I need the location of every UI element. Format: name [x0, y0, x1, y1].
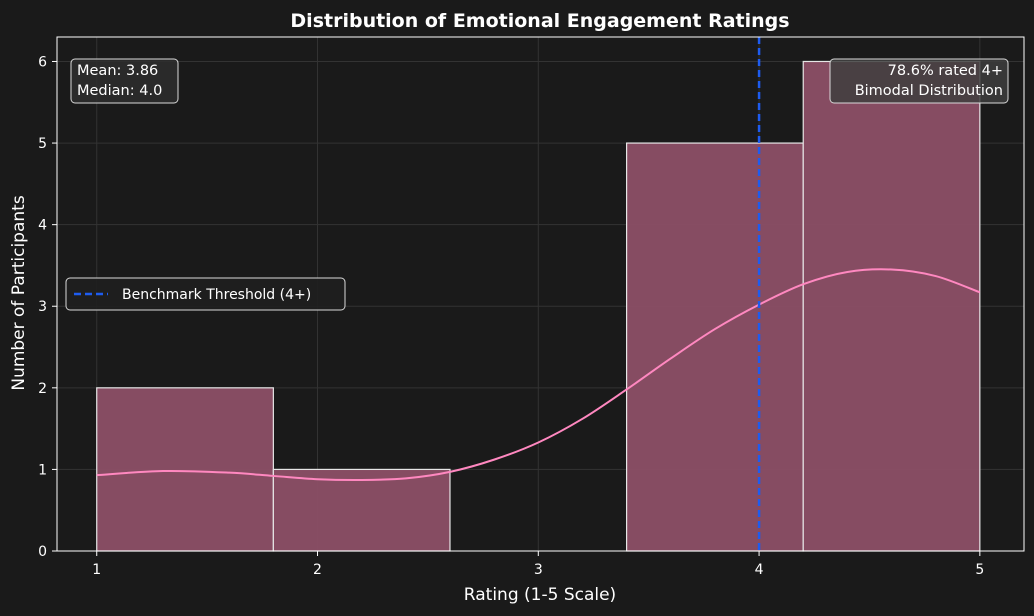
stats-box-left: Mean: 3.86 Median: 4.0 — [70, 58, 179, 104]
kde-curve-group — [96, 268, 981, 482]
x-tick-label: 1 — [92, 562, 101, 578]
chart-title: Distribution of Emotional Engagement Rat… — [290, 10, 789, 32]
plot-frame — [56, 36, 1025, 552]
legend-frame — [65, 277, 346, 311]
y-tick-label: 6 — [38, 54, 47, 70]
y-tick-label: 4 — [38, 218, 47, 234]
x-tick-label: 3 — [534, 562, 543, 578]
kde-curve — [96, 268, 981, 482]
y-tick-label: 2 — [38, 381, 47, 397]
x-tick-label: 4 — [755, 562, 764, 578]
axes-frame — [56, 36, 1025, 552]
stats-box-right-frame — [829, 58, 1009, 104]
x-tick-label: 2 — [313, 562, 322, 578]
y-tick-label: 0 — [38, 544, 47, 560]
histogram-bar — [96, 387, 274, 552]
histogram-bar — [626, 142, 804, 552]
x-tick-label: 5 — [975, 562, 984, 578]
x-axis-label: Rating (1-5 Scale) — [464, 585, 616, 605]
y-tick-label: 1 — [38, 462, 47, 478]
histogram-bars — [96, 60, 981, 552]
y-tick-label: 3 — [38, 299, 47, 315]
histogram-bar — [802, 60, 981, 552]
median-annotation: Median: 4.0 — [77, 83, 162, 99]
legend-label: Benchmark Threshold (4+) — [122, 287, 311, 303]
stats-box-left-frame — [70, 58, 179, 104]
mean-annotation: Mean: 3.86 — [77, 63, 158, 79]
y-tick-label: 5 — [38, 136, 47, 152]
pct-rated-annotation: 78.6% rated 4+ — [888, 63, 1003, 79]
histogram-bar — [272, 468, 451, 552]
legend: Benchmark Threshold (4+) — [65, 277, 346, 311]
y-axis-label: Number of Participants — [9, 195, 29, 390]
axis-ticks: 1 2 3 4 5 0 1 2 3 4 5 6 — [38, 54, 984, 578]
distribution-shape-annotation: Bimodal Distribution — [855, 83, 1003, 99]
stats-box-right: 78.6% rated 4+ Bimodal Distribution — [829, 58, 1009, 104]
